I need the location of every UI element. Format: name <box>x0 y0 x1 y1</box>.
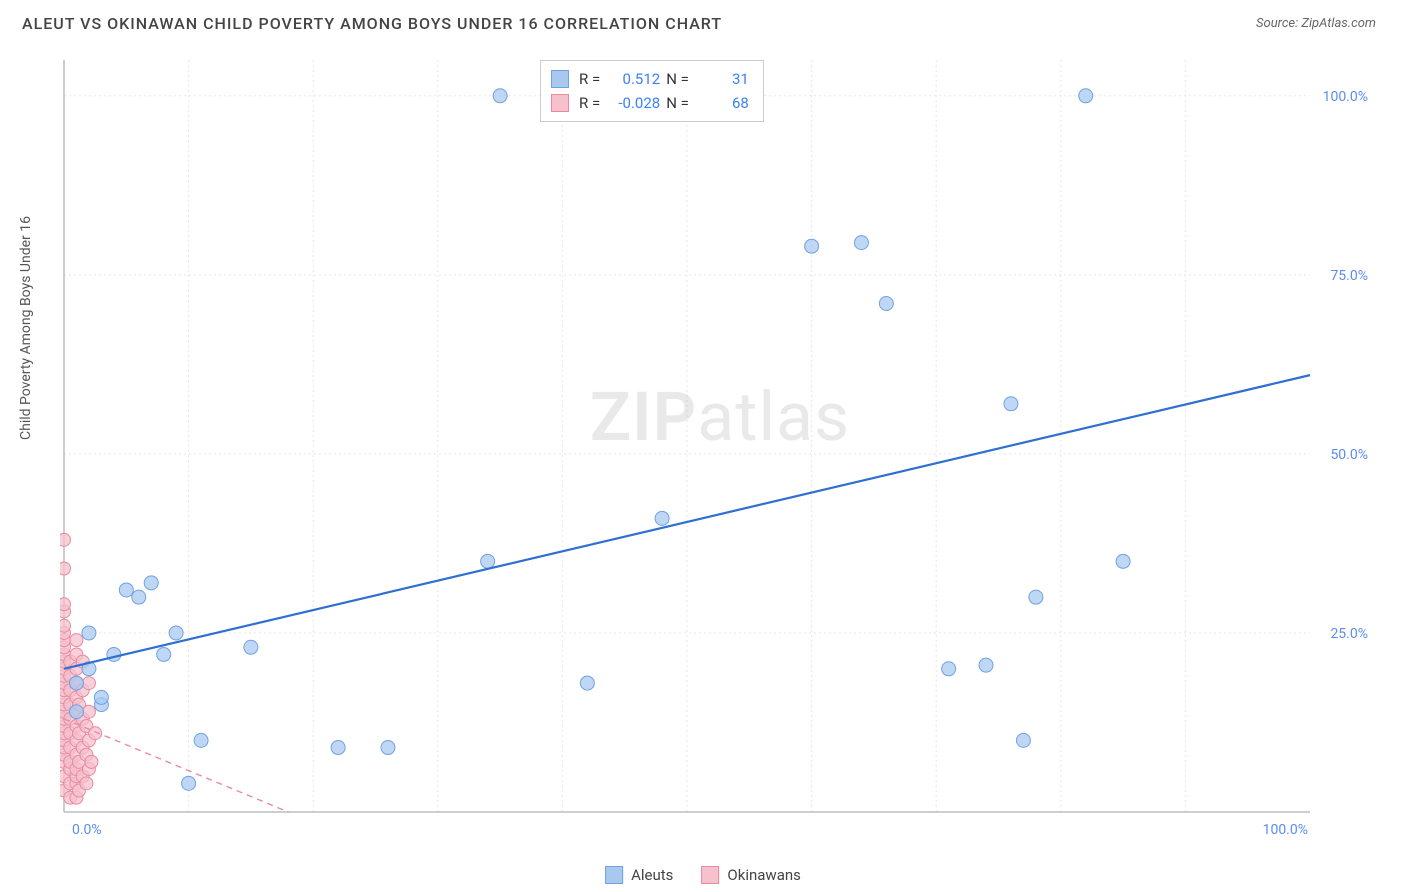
aleuts-point <box>1016 733 1030 747</box>
aleuts-point <box>169 626 183 640</box>
legend-swatch <box>701 866 719 884</box>
stats-row: R = 0.512 N = 31 <box>551 67 749 91</box>
r-label: R = <box>579 91 600 115</box>
aleuts-point <box>69 705 83 719</box>
aleuts-point <box>805 239 819 253</box>
aleuts-point <box>854 236 868 250</box>
source-label: Source: ZipAtlas.com <box>1256 16 1376 31</box>
legend-swatch <box>605 866 623 884</box>
n-value: 31 <box>695 67 749 91</box>
aleuts-point <box>1079 89 1093 103</box>
aleuts-point <box>94 690 108 704</box>
aleuts-point <box>942 662 956 676</box>
aleuts-trend-line <box>64 375 1310 669</box>
chart-title: ALEUT VS OKINAWAN CHILD POVERTY AMONG BO… <box>22 14 722 33</box>
okinawans-point <box>70 634 83 647</box>
okinawans-point <box>60 562 71 575</box>
legend-item: Aleuts <box>605 866 673 884</box>
y-axis-label: Child Poverty Among Boys Under 16 <box>18 216 34 440</box>
aleuts-point <box>132 590 146 604</box>
okinawans-point <box>60 533 71 546</box>
okinawans-point <box>82 677 95 690</box>
y-tick-label: 75.0% <box>1330 268 1368 284</box>
y-tick-label: 50.0% <box>1330 447 1368 463</box>
stats-legend: R = 0.512 N = 31 R = -0.028 N = 68 <box>540 60 764 122</box>
n-label: N = <box>666 91 689 115</box>
y-tick-label: 25.0% <box>1330 626 1368 642</box>
aleuts-point <box>655 511 669 525</box>
legend-item: Okinawans <box>701 866 800 884</box>
aleuts-point <box>69 676 83 690</box>
aleuts-point <box>1029 590 1043 604</box>
aleuts-point <box>182 776 196 790</box>
n-value: 68 <box>695 91 749 115</box>
n-label: N = <box>666 67 689 91</box>
okinawans-point <box>82 705 95 718</box>
y-tick-label: 100.0% <box>1323 89 1368 105</box>
okinawans-point <box>80 777 93 790</box>
okinawans-point <box>60 598 71 611</box>
aleuts-point <box>979 658 993 672</box>
aleuts-point <box>144 576 158 590</box>
r-value: -0.028 <box>606 91 660 115</box>
okinawans-trend-line <box>64 719 288 812</box>
x-tick-label: 100.0% <box>1263 822 1308 838</box>
aleuts-point <box>879 297 893 311</box>
series-legend: Aleuts Okinawans <box>605 866 801 884</box>
aleuts-point <box>194 733 208 747</box>
legend-label: Aleuts <box>631 866 673 884</box>
header: ALEUT VS OKINAWAN CHILD POVERTY AMONG BO… <box>0 0 1406 43</box>
aleuts-point <box>119 583 133 597</box>
aleuts-point <box>244 640 258 654</box>
aleuts-point <box>493 89 507 103</box>
legend-swatch <box>551 94 569 112</box>
scatter-chart: 25.0% 50.0% 75.0% 100.0% 0.0% 100.0% <box>60 54 1380 844</box>
aleuts-point <box>107 647 121 661</box>
aleuts-point <box>331 741 345 755</box>
stats-row: R = -0.028 N = 68 <box>551 91 749 115</box>
aleuts-point <box>82 626 96 640</box>
okinawans-point <box>60 619 71 632</box>
okinawans-point <box>85 755 98 768</box>
r-label: R = <box>579 67 600 91</box>
chart-area: 25.0%50.0%75.0%100.0%0.0%100.0% ZIPatlas <box>60 54 1380 844</box>
aleuts-point <box>157 647 171 661</box>
aleuts-point <box>1116 554 1130 568</box>
aleuts-point <box>580 676 594 690</box>
x-tick-label: 0.0% <box>72 822 102 838</box>
aleuts-point <box>381 741 395 755</box>
r-value: 0.512 <box>606 67 660 91</box>
legend-swatch <box>551 70 569 88</box>
legend-label: Okinawans <box>727 866 800 884</box>
aleuts-point <box>481 554 495 568</box>
aleuts-point <box>1004 397 1018 411</box>
